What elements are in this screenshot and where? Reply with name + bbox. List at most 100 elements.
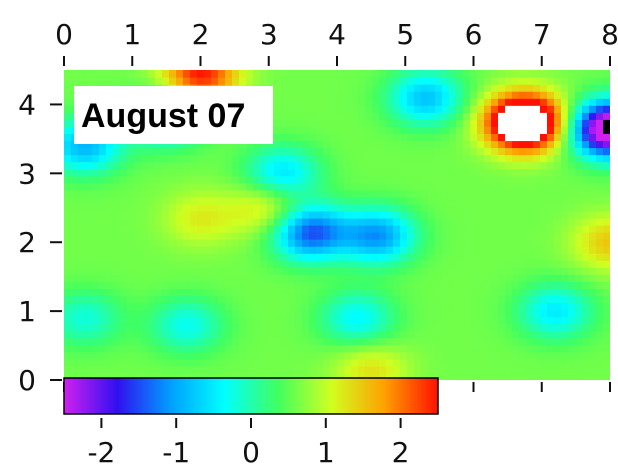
- heatmap-cell: [442, 70, 450, 78]
- heatmap-cell: [232, 246, 240, 254]
- heatmap-cell: [603, 196, 610, 205]
- heatmap-cell: [260, 302, 268, 311]
- heatmap-cell: [533, 351, 541, 360]
- heatmap-cell: [71, 182, 79, 191]
- heatmap-cell: [470, 140, 478, 149]
- heatmap-cell: [316, 147, 324, 156]
- heatmap-cell: [281, 77, 289, 85]
- heatmap-cell: [582, 225, 590, 233]
- heatmap-cell: [554, 70, 562, 78]
- heatmap-cell: [246, 330, 254, 339]
- heatmap-cell: [589, 70, 597, 78]
- heatmap-cell: [344, 133, 352, 142]
- heatmap-cell: [491, 337, 499, 346]
- heatmap-cell: [421, 225, 429, 233]
- heatmap-cell: [113, 323, 121, 332]
- heatmap-cell: [295, 168, 303, 177]
- heatmap-cell: [540, 239, 548, 247]
- heatmap-cell: [183, 140, 191, 149]
- heatmap-cell: [351, 126, 359, 135]
- heatmap-cell: [491, 70, 499, 78]
- colorbar-tick-label: 2: [392, 436, 410, 464]
- heatmap-cell: [407, 77, 415, 85]
- heatmap-cell: [204, 302, 212, 311]
- heatmap-cell: [414, 147, 422, 156]
- heatmap-cell: [344, 225, 352, 233]
- heatmap-cell: [351, 246, 359, 254]
- heatmap-cell: [582, 344, 590, 353]
- heatmap-cell: [519, 323, 527, 332]
- heatmap-cell: [155, 281, 163, 290]
- heatmap-cell: [589, 330, 597, 339]
- heatmap-cell: [309, 225, 317, 233]
- heatmap-cell: [470, 344, 478, 353]
- heatmap-cell: [470, 232, 478, 240]
- heatmap-cell: [64, 295, 72, 304]
- heatmap-cell: [512, 161, 520, 170]
- heatmap-cell: [85, 316, 93, 325]
- heatmap-cell: [148, 239, 156, 247]
- heatmap-cell: [596, 140, 604, 149]
- heatmap-cell: [211, 358, 219, 367]
- heatmap-cell: [463, 140, 471, 149]
- heatmap-cell: [533, 372, 541, 380]
- heatmap-cell: [519, 70, 527, 78]
- heatmap-cell: [253, 267, 261, 275]
- heatmap-cell: [435, 274, 443, 282]
- heatmap-cell: [232, 210, 240, 219]
- heatmap-cell: [309, 358, 317, 367]
- heatmap-cell: [162, 168, 170, 177]
- heatmap-cell: [281, 140, 289, 149]
- heatmap-cell: [295, 281, 303, 290]
- heatmap-cell: [85, 232, 93, 240]
- heatmap-cell: [260, 161, 268, 170]
- heatmap-cell: [463, 295, 471, 304]
- heatmap-cell: [575, 274, 583, 282]
- heatmap-cell: [414, 302, 422, 311]
- heatmap-cell: [85, 260, 93, 268]
- heatmap-cell: [260, 330, 268, 339]
- heatmap-cell: [141, 274, 149, 282]
- heatmap-cell: [491, 140, 499, 149]
- heatmap-cell: [113, 239, 121, 247]
- heatmap-cell: [85, 175, 93, 184]
- heatmap-cell: [414, 126, 422, 135]
- heatmap-cell: [64, 133, 72, 142]
- heatmap-cell: [148, 182, 156, 191]
- heatmap-cell: [421, 288, 429, 297]
- heatmap-cell: [190, 239, 198, 247]
- heatmap-cell: [176, 323, 184, 332]
- heatmap-cell: [372, 309, 380, 318]
- heatmap-cell: [519, 232, 527, 240]
- heatmap-cell: [197, 295, 205, 304]
- heatmap-cell: [134, 337, 142, 346]
- heatmap-cell: [183, 225, 191, 233]
- heatmap-cell: [421, 154, 429, 163]
- heatmap-cell: [428, 126, 436, 135]
- heatmap-cell: [197, 274, 205, 282]
- heatmap-cell: [547, 253, 555, 261]
- heatmap-cell: [358, 365, 366, 374]
- heatmap-cell: [449, 225, 457, 233]
- heatmap-cell: [85, 365, 93, 374]
- heatmap-cell: [169, 344, 177, 353]
- heatmap-cell: [99, 232, 107, 240]
- x-tick-label: 4: [328, 18, 346, 51]
- heatmap-cell: [302, 182, 310, 191]
- heatmap-cell: [589, 119, 597, 127]
- heatmap-cell: [323, 84, 331, 92]
- heatmap-cell: [204, 260, 212, 268]
- heatmap-cell: [274, 365, 282, 374]
- heatmap-cell: [148, 196, 156, 205]
- heatmap-cell: [372, 154, 380, 163]
- heatmap-cell: [316, 295, 324, 304]
- heatmap-cell: [155, 344, 163, 353]
- heatmap-cell: [498, 84, 506, 92]
- heatmap-cell: [421, 351, 429, 360]
- heatmap-cell: [169, 147, 177, 156]
- heatmap-cell: [435, 323, 443, 332]
- heatmap-cell: [386, 337, 394, 346]
- heatmap-cell: [561, 196, 569, 205]
- heatmap-cell: [92, 217, 100, 226]
- heatmap-cell: [365, 196, 373, 205]
